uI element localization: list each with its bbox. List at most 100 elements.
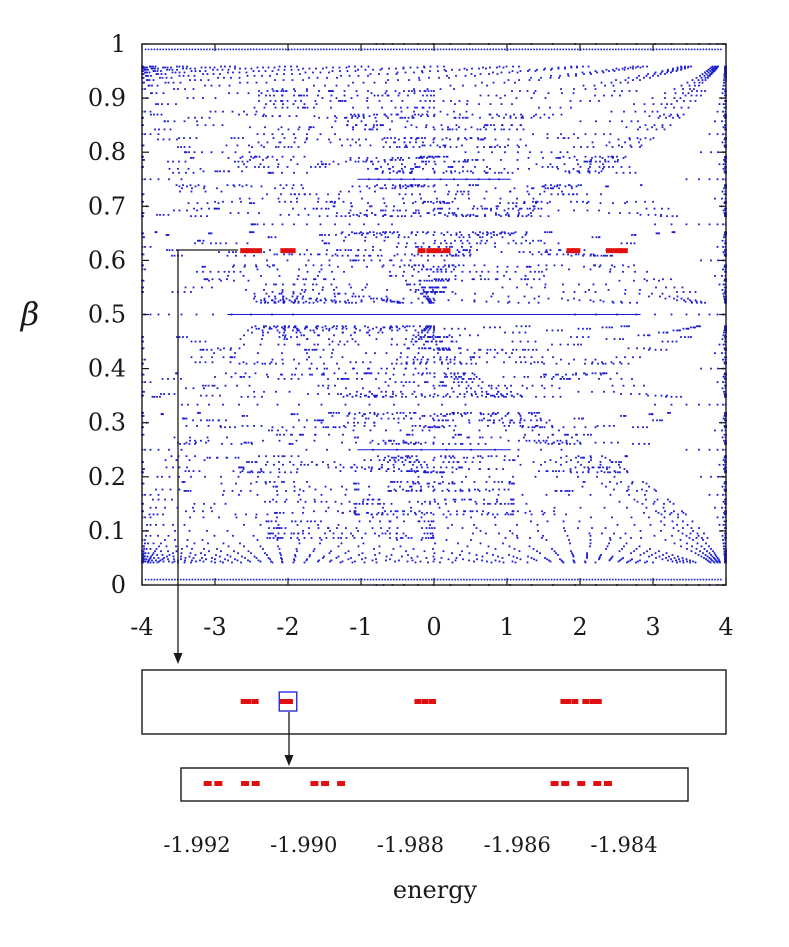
- spectrum-point: [689, 532, 692, 535]
- spectrum-point: [237, 475, 240, 478]
- spectrum-point: [402, 411, 405, 414]
- spectrum-point: [433, 356, 435, 359]
- spectrum-point: [598, 558, 600, 561]
- spectrum-point: [708, 493, 711, 496]
- spectrum-point: [620, 378, 623, 380]
- spectrum-point: [187, 74, 190, 77]
- spectrum-point: [269, 537, 271, 539]
- spectrum-point: [461, 193, 464, 196]
- spectrum-point: [538, 439, 540, 442]
- spectrum-point: [387, 79, 389, 81]
- spectrum-point: [700, 94, 702, 97]
- spectrum-point: [277, 537, 280, 539]
- spectrum-point: [404, 253, 406, 256]
- spectrum-point: [511, 340, 514, 343]
- spectrum-point: [384, 92, 387, 95]
- spectrum-point: [302, 106, 304, 109]
- spectrum-point: [277, 300, 280, 303]
- spectrum-point: [451, 68, 453, 71]
- spectrum-point: [565, 455, 568, 458]
- spectrum-point: [586, 327, 588, 330]
- spectrum-point: [468, 488, 470, 491]
- spectrum-point: [507, 144, 509, 147]
- spectrum-point: [432, 520, 435, 523]
- spectrum-point: [492, 81, 495, 84]
- spectrum-point: [405, 144, 407, 147]
- spectrum-point: [516, 286, 518, 289]
- spectrum-point: [667, 559, 669, 562]
- spectrum-point: [308, 555, 311, 558]
- spectrum-point: [519, 415, 522, 417]
- spectrum-point: [177, 167, 179, 170]
- spectrum-point: [603, 424, 605, 427]
- spectrum-point: [587, 466, 589, 469]
- spectrum-point: [465, 387, 468, 390]
- spectrum-point: [422, 265, 425, 268]
- spectrum-point: [443, 234, 445, 236]
- spectrum-point: [202, 170, 205, 173]
- spectrum-point: [283, 343, 286, 346]
- spectrum-point: [396, 209, 399, 212]
- spectrum-point: [518, 79, 520, 81]
- spectrum-point: [620, 558, 623, 561]
- spectrum-point: [507, 242, 510, 245]
- spectrum-point: [149, 493, 152, 496]
- spectrum-point: [523, 356, 526, 359]
- spectrum-point: [415, 340, 418, 343]
- spectrum-point: [385, 300, 388, 303]
- spectrum-point: [473, 299, 476, 302]
- spectrum-point: [467, 190, 470, 193]
- spectrum-point: [393, 417, 395, 420]
- spectrum-point: [326, 215, 329, 218]
- spectrum-point: [469, 270, 471, 273]
- spectrum-point: [296, 163, 299, 166]
- spectrum-point: [385, 115, 388, 118]
- spectrum-point: [247, 279, 250, 282]
- spectrum-point: [288, 390, 291, 393]
- spectrum-point: [433, 481, 436, 483]
- spectrum-point: [459, 347, 462, 350]
- spectrum-point: [591, 527, 593, 529]
- spectrum-point: [228, 270, 230, 273]
- spectrum-point: [492, 71, 494, 74]
- spectrum-point: [331, 352, 333, 355]
- spectrum-point: [556, 439, 559, 442]
- spectrum-point: [203, 548, 205, 550]
- spectrum-point: [474, 166, 476, 168]
- spectrum-point: [409, 141, 411, 144]
- spectrum-point: [665, 552, 668, 555]
- spectrum-point: [226, 530, 229, 532]
- spectrum-point: [372, 126, 375, 129]
- spectrum-point: [568, 493, 570, 496]
- spectrum-point: [480, 138, 482, 141]
- spectrum-point: [684, 94, 687, 97]
- spectrum-point: [512, 498, 514, 501]
- spectrum-point: [472, 456, 475, 459]
- spectrum-point: [572, 167, 575, 170]
- spectrum-point: [545, 539, 548, 541]
- spectrum-point: [658, 550, 660, 553]
- spectrum-point: [208, 419, 211, 422]
- spectrum-point: [298, 268, 300, 271]
- spectrum-point: [296, 550, 298, 553]
- spectrum-point: [378, 468, 381, 470]
- spectrum-point: [556, 185, 558, 188]
- spectrum-point: [276, 490, 278, 492]
- spectrum-point: [698, 448, 700, 451]
- spectrum-point: [340, 393, 342, 395]
- spectrum-point: [511, 560, 514, 563]
- spectrum-point: [490, 387, 493, 390]
- spectrum-point: [493, 124, 495, 127]
- spectrum-point: [227, 559, 229, 562]
- spectrum-point: [721, 429, 723, 432]
- spectrum-point: [266, 537, 269, 539]
- spectrum-point: [419, 193, 421, 196]
- spectrum-point: [236, 144, 239, 147]
- spectrum-point: [632, 356, 634, 359]
- spectrum-point: [172, 171, 174, 174]
- spectrum-point: [702, 539, 704, 541]
- spectrum-point: [704, 79, 707, 81]
- spectrum-point: [387, 468, 390, 470]
- spectrum-point: [519, 463, 522, 466]
- spectrum-point: [447, 279, 450, 282]
